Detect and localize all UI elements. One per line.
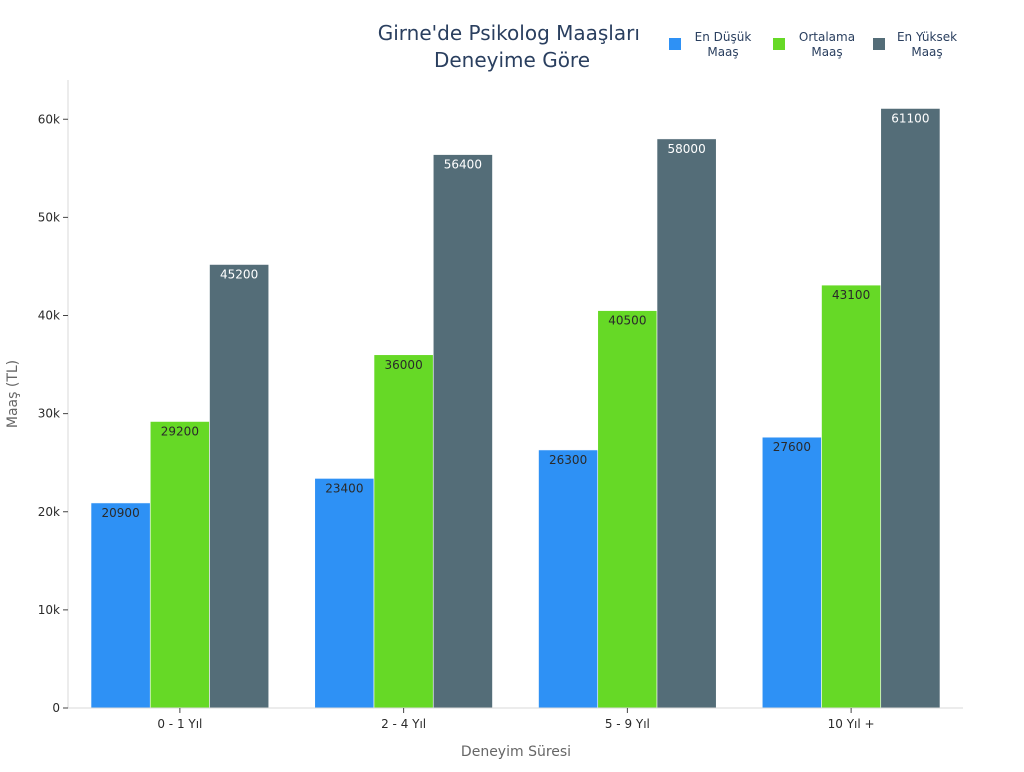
bar-value-label: 43100 <box>832 288 870 302</box>
bar-value-label: 58000 <box>668 142 706 156</box>
bars-layer: 20900 29200 45200 23400 36000 56400 26300 40500… <box>90 108 941 709</box>
bar-ortalama <box>149 421 210 709</box>
x-tick-label: 2 - 4 Yıl <box>381 717 426 731</box>
bar-value-label: 40500 <box>608 314 646 328</box>
legend-label: En Düşük Maaş <box>695 30 752 59</box>
bar-value-label: 26300 <box>549 453 587 467</box>
y-tick-label: 10k <box>38 603 60 617</box>
bar-value-label: 61100 <box>891 111 929 125</box>
chart-title-line-1: Girne'de Psikolog Maaşları <box>378 21 640 45</box>
bar-ortalama <box>373 354 434 709</box>
legend-swatch <box>669 38 681 50</box>
x-axis: 0 - 1 Yıl 2 - 4 Yıl 5 - 9 Yıl 10 Yıl + <box>68 707 963 731</box>
bar-value-label: 27600 <box>773 440 811 454</box>
x-tick-label: 0 - 1 Yıl <box>157 717 202 731</box>
legend-label-line: Maaş <box>811 45 842 59</box>
bar-value-label: 36000 <box>385 358 423 372</box>
legend-swatch <box>873 38 885 50</box>
legend-label-line: Maaş <box>911 45 942 59</box>
legend-label: Ortalama Maaş <box>799 30 855 59</box>
legend-label-line: Ortalama <box>799 30 855 44</box>
y-axis-title: Maaş (TL) <box>5 360 21 428</box>
legend-swatch <box>773 38 785 50</box>
legend-label-line: En Düşük <box>695 30 752 44</box>
y-tick-label: 50k <box>38 210 60 224</box>
bar-en-dusuk <box>538 449 599 709</box>
bar-value-label: 45200 <box>220 267 258 281</box>
bar-ortalama <box>597 310 658 709</box>
bar-value-label: 20900 <box>102 506 140 520</box>
x-tick-label: 10 Yıl + <box>828 717 875 731</box>
y-tick-label: 30k <box>38 407 60 421</box>
bar-value-label: 23400 <box>325 481 363 495</box>
y-tick-label: 20k <box>38 505 60 519</box>
bar-en-yuksek <box>880 108 941 709</box>
y-tick-label: 60k <box>38 112 60 126</box>
bar-en-yuksek <box>432 154 493 709</box>
bar-en-dusuk <box>314 478 375 709</box>
y-axis: 0 10k 20k 30k 40k 50k 60k <box>38 80 69 715</box>
x-tick-label: 5 - 9 Yıl <box>605 717 650 731</box>
bar-en-dusuk <box>761 436 822 709</box>
y-tick-label: 40k <box>38 309 60 323</box>
bar-en-yuksek <box>656 138 717 709</box>
bar-value-label: 56400 <box>444 158 482 172</box>
legend-label: En Yüksek Maaş <box>897 30 957 59</box>
chart-title-line-2: Deneyime Göre <box>434 48 590 72</box>
bar-ortalama <box>821 284 882 709</box>
y-tick-label: 0 <box>52 701 60 715</box>
chart-title: Girne'de Psikolog Maaşları Deneyime Göre <box>378 21 647 72</box>
bar-value-label: 29200 <box>161 424 199 438</box>
x-axis-title: Deneyim Süresi <box>461 744 571 760</box>
legend-label-line: Maaş <box>707 45 738 59</box>
bar-en-yuksek <box>209 264 270 709</box>
bar-en-dusuk <box>90 502 151 709</box>
legend-label-line: En Yüksek <box>897 30 957 44</box>
